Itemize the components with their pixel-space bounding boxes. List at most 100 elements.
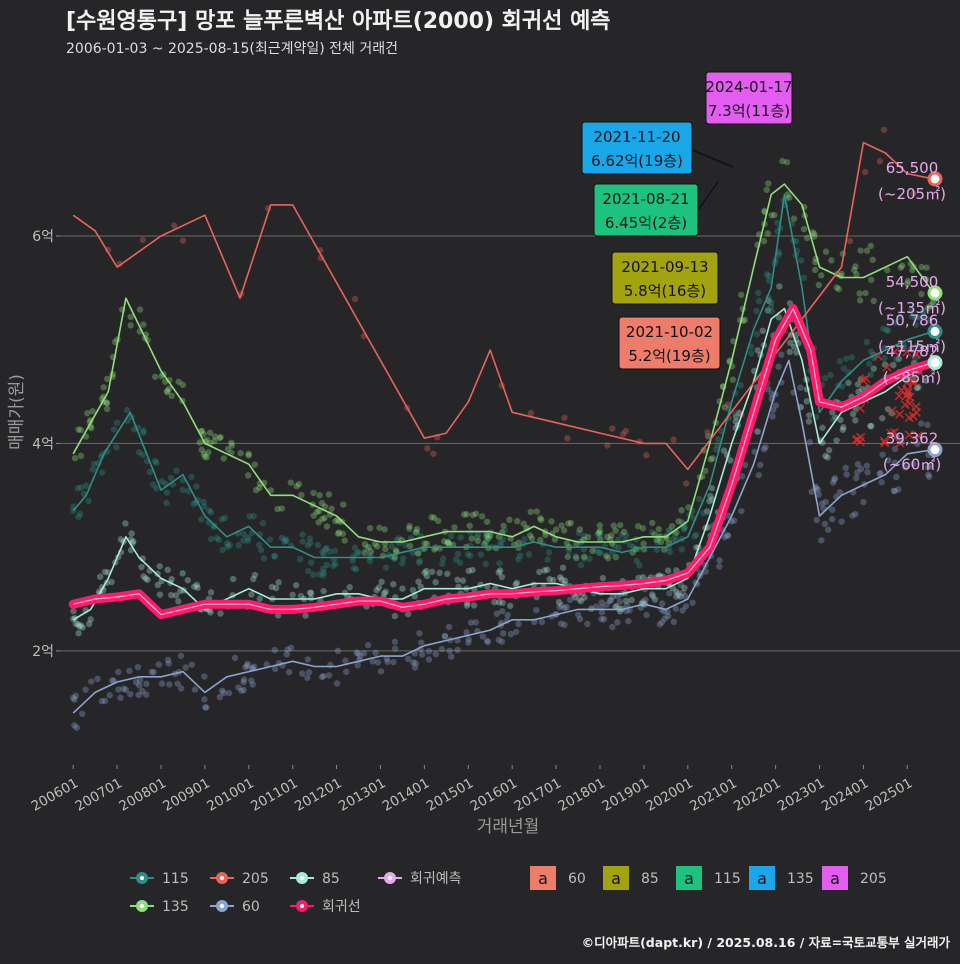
trade-dot xyxy=(250,575,257,583)
trade-dot xyxy=(70,607,77,615)
trade-dot xyxy=(465,639,472,646)
trade-dot xyxy=(577,597,585,605)
trade-dot xyxy=(485,535,492,542)
trade-dot xyxy=(319,572,327,579)
trade-dot xyxy=(140,321,147,328)
trade-dot xyxy=(243,662,251,669)
trade-dot xyxy=(448,653,455,660)
trade-dot xyxy=(155,661,163,668)
trade-dot xyxy=(289,591,296,599)
trade-dot xyxy=(400,555,407,562)
trade-dot xyxy=(838,270,845,278)
trade-dot xyxy=(736,409,743,417)
trade-dot xyxy=(191,583,198,590)
trade-dot xyxy=(852,417,859,424)
trade-dot xyxy=(672,593,680,600)
trade-dot xyxy=(911,314,919,321)
annotation-box xyxy=(618,316,721,370)
trade-dot xyxy=(275,579,282,586)
trade-dot xyxy=(115,668,122,676)
trade-dot xyxy=(902,464,909,471)
trade-dot xyxy=(881,355,888,362)
trade-dot xyxy=(813,516,820,524)
forecast-area: (~60㎡) xyxy=(883,456,941,474)
residual-marker xyxy=(855,403,865,413)
trade-dot xyxy=(459,577,467,584)
trade-dot xyxy=(353,649,360,656)
trade-dot xyxy=(506,516,513,524)
trade-dot xyxy=(482,538,489,546)
trade-dot xyxy=(439,555,447,562)
trade-dot xyxy=(146,468,154,476)
trade-dot xyxy=(229,575,237,583)
forecast-point xyxy=(927,171,943,187)
trade-dot xyxy=(878,478,885,486)
trade-dot xyxy=(811,233,818,240)
trade-dot xyxy=(150,668,157,676)
trade-dot xyxy=(349,557,356,564)
trade-dot xyxy=(134,663,142,671)
trade-dot xyxy=(806,412,813,419)
trade-dot xyxy=(409,586,417,594)
trade-dot xyxy=(747,350,755,357)
trade-dot xyxy=(857,247,864,254)
trade-dot xyxy=(904,280,911,287)
trade-dot xyxy=(218,687,226,694)
legend-label: 60 xyxy=(242,899,260,915)
trade-dot xyxy=(920,307,927,314)
trade-dot xyxy=(382,564,390,571)
annotation-date: 2024-01-17 xyxy=(705,78,792,96)
trade-dot xyxy=(310,512,317,519)
trade-dot xyxy=(790,215,798,222)
trade-dot xyxy=(240,676,248,683)
trade-dot xyxy=(679,607,686,614)
trade-dot xyxy=(843,471,850,478)
trade-dot xyxy=(436,569,443,577)
trade-dot xyxy=(910,460,917,468)
trade-dot xyxy=(829,409,836,416)
forecast-area: (~205㎡) xyxy=(878,185,946,203)
trade-dot xyxy=(256,595,263,603)
trade-dot xyxy=(612,527,619,534)
trade-dot xyxy=(595,549,603,557)
trade-dot xyxy=(900,341,908,348)
trade-dot xyxy=(296,555,304,563)
trade-dot xyxy=(249,681,256,688)
trade-dot xyxy=(88,424,95,432)
trade-dot xyxy=(374,543,381,550)
trade-dot xyxy=(354,662,361,669)
trade-dot xyxy=(89,407,96,415)
trade-dot xyxy=(333,680,341,687)
trade-dot xyxy=(661,615,668,622)
trade-dot xyxy=(77,510,84,518)
trade-dot xyxy=(707,492,714,500)
trade-dot xyxy=(776,283,783,290)
trade-dot xyxy=(868,422,875,430)
trade-dot xyxy=(299,531,306,538)
trade-dot xyxy=(633,557,640,565)
trade-dot xyxy=(622,597,630,605)
trade-dot xyxy=(773,219,781,226)
trade-dot xyxy=(113,419,121,426)
trade-dot xyxy=(709,455,716,462)
trade-dot xyxy=(156,591,164,598)
trade-dot xyxy=(71,454,79,462)
trade-dot xyxy=(391,554,399,561)
legend-box-label: 205 xyxy=(860,871,887,887)
trade-dot xyxy=(845,379,852,387)
trade-dot xyxy=(827,371,834,379)
trade-dot xyxy=(506,602,514,610)
trade-dot xyxy=(564,553,571,560)
trade-dot xyxy=(361,549,368,556)
trade-dot xyxy=(515,539,522,546)
trade-dot xyxy=(423,567,430,575)
trade-dot xyxy=(896,313,904,321)
trade-dot xyxy=(108,578,115,586)
trade-dot xyxy=(465,636,472,643)
trade-dot xyxy=(495,599,503,606)
trade-dot xyxy=(880,126,888,133)
series-line-85 xyxy=(72,307,935,621)
trade-dot xyxy=(140,429,147,437)
trade-dot xyxy=(615,544,622,551)
trade-dot xyxy=(469,511,477,519)
